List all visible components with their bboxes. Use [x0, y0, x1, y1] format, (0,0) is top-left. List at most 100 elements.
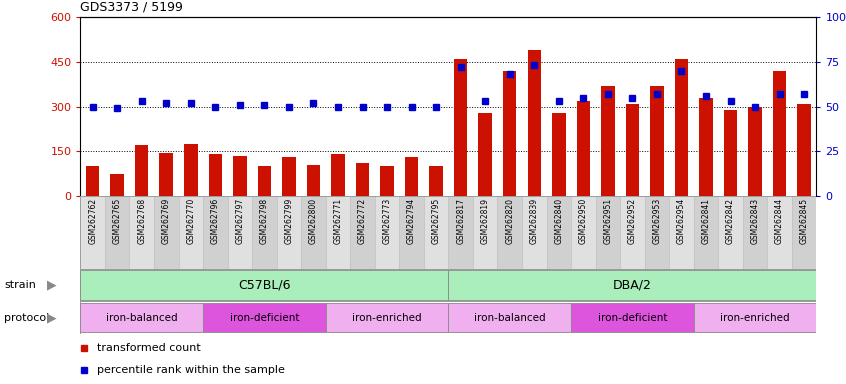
- Bar: [743, 196, 767, 269]
- Text: GSM262842: GSM262842: [726, 198, 735, 244]
- Bar: [602, 86, 614, 196]
- Bar: [473, 196, 497, 269]
- Bar: [111, 174, 124, 196]
- Bar: [577, 101, 590, 196]
- Bar: [399, 196, 424, 269]
- Bar: [405, 157, 418, 196]
- Bar: [626, 104, 639, 196]
- Text: C57BL/6: C57BL/6: [238, 279, 291, 291]
- Bar: [448, 196, 473, 269]
- Text: GSM262800: GSM262800: [309, 198, 318, 244]
- Text: percentile rank within the sample: percentile rank within the sample: [96, 365, 284, 375]
- Text: GSM262819: GSM262819: [481, 198, 490, 244]
- Text: GSM262952: GSM262952: [628, 198, 637, 244]
- Bar: [184, 144, 197, 196]
- Bar: [375, 196, 399, 269]
- Bar: [105, 196, 129, 269]
- Bar: [571, 196, 596, 269]
- Bar: [724, 109, 737, 196]
- Bar: [479, 113, 492, 196]
- Bar: [798, 104, 810, 196]
- Bar: [497, 196, 522, 269]
- Text: GSM262773: GSM262773: [382, 198, 392, 244]
- Bar: [179, 196, 203, 269]
- Bar: [80, 196, 105, 269]
- Bar: [454, 59, 467, 196]
- Bar: [669, 196, 694, 269]
- Text: GSM262798: GSM262798: [260, 198, 269, 244]
- Bar: [209, 154, 222, 196]
- Text: iron-deficient: iron-deficient: [597, 313, 667, 323]
- Bar: [694, 196, 718, 269]
- Text: GSM262820: GSM262820: [505, 198, 514, 244]
- Bar: [528, 50, 541, 196]
- Text: GSM262841: GSM262841: [701, 198, 711, 244]
- Text: ▶: ▶: [47, 311, 56, 324]
- Bar: [694, 303, 816, 333]
- Bar: [700, 98, 712, 196]
- Text: GSM262794: GSM262794: [407, 198, 416, 244]
- Bar: [233, 156, 246, 196]
- Text: GSM262769: GSM262769: [162, 198, 171, 244]
- Text: GSM262770: GSM262770: [186, 198, 195, 244]
- Bar: [651, 86, 663, 196]
- Bar: [356, 163, 369, 196]
- Text: GSM262796: GSM262796: [211, 198, 220, 244]
- Bar: [749, 106, 761, 196]
- Text: GSM262951: GSM262951: [603, 198, 613, 244]
- Bar: [767, 196, 792, 269]
- Bar: [203, 196, 228, 269]
- Bar: [80, 270, 448, 300]
- Bar: [792, 196, 816, 269]
- Text: transformed count: transformed count: [96, 343, 201, 353]
- Bar: [571, 303, 694, 333]
- Bar: [301, 196, 326, 269]
- Text: GDS3373 / 5199: GDS3373 / 5199: [80, 0, 184, 13]
- Bar: [277, 196, 301, 269]
- Bar: [350, 196, 375, 269]
- Bar: [252, 196, 277, 269]
- Text: ▶: ▶: [47, 279, 56, 291]
- Bar: [160, 153, 173, 196]
- Text: GSM262797: GSM262797: [235, 198, 244, 244]
- Text: GSM262768: GSM262768: [137, 198, 146, 244]
- Text: strain: strain: [4, 280, 36, 290]
- Text: DBA/2: DBA/2: [613, 279, 651, 291]
- Bar: [718, 196, 743, 269]
- Text: iron-enriched: iron-enriched: [352, 313, 422, 323]
- Bar: [86, 166, 99, 196]
- Bar: [773, 71, 786, 196]
- Bar: [326, 196, 350, 269]
- Bar: [547, 196, 571, 269]
- Bar: [307, 165, 320, 196]
- Bar: [135, 145, 148, 196]
- Bar: [430, 166, 442, 196]
- Text: GSM262799: GSM262799: [284, 198, 294, 244]
- Bar: [503, 71, 516, 196]
- Bar: [448, 270, 816, 300]
- Text: GSM262840: GSM262840: [554, 198, 563, 244]
- Text: GSM262844: GSM262844: [775, 198, 784, 244]
- Text: GSM262839: GSM262839: [530, 198, 539, 244]
- Text: GSM262953: GSM262953: [652, 198, 662, 244]
- Bar: [203, 303, 326, 333]
- Text: iron-enriched: iron-enriched: [720, 313, 790, 323]
- Bar: [332, 154, 344, 196]
- Text: GSM262843: GSM262843: [750, 198, 760, 244]
- Bar: [424, 196, 448, 269]
- Bar: [675, 59, 688, 196]
- Bar: [381, 166, 393, 196]
- Text: GSM262795: GSM262795: [431, 198, 441, 244]
- Text: GSM262765: GSM262765: [113, 198, 122, 244]
- Text: GSM262817: GSM262817: [456, 198, 465, 244]
- Bar: [228, 196, 252, 269]
- Bar: [129, 196, 154, 269]
- Text: iron-balanced: iron-balanced: [474, 313, 546, 323]
- Text: GSM262845: GSM262845: [799, 198, 809, 244]
- Bar: [283, 157, 295, 196]
- Text: protocol: protocol: [4, 313, 49, 323]
- Bar: [522, 196, 547, 269]
- Text: GSM262762: GSM262762: [88, 198, 97, 244]
- Text: iron-deficient: iron-deficient: [229, 313, 299, 323]
- Bar: [448, 303, 571, 333]
